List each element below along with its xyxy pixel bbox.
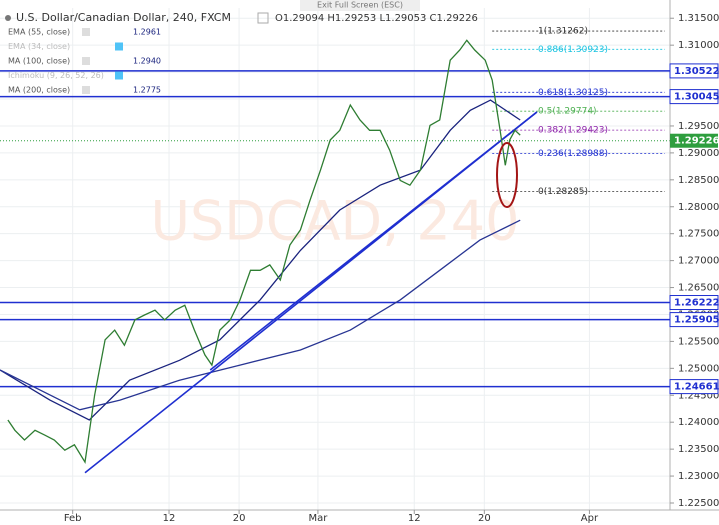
fib-label: 0.886(1.30923): [538, 45, 608, 55]
watermark: USDCAD, 240: [150, 190, 519, 253]
x-tick-label: Mar: [308, 513, 328, 524]
grid: [0, 8, 670, 510]
level-tag: [669, 379, 719, 395]
y-tick-label: 1.27500: [678, 229, 719, 240]
symbol-title: U.S. Dollar/Canadian Dollar, 240, FXCM: [16, 11, 231, 24]
x-tick-label: Feb: [64, 513, 82, 524]
symbol-dot: [5, 15, 11, 21]
legend-value: 1.2961: [133, 28, 161, 37]
fib-label: 0(1.28285): [538, 187, 588, 197]
level-tag: [669, 295, 719, 311]
fib-label: 0.5(1.29774): [538, 107, 597, 117]
moving-average: [0, 219, 521, 411]
level-tag: [669, 312, 719, 328]
x-tick-label: 20: [478, 513, 491, 524]
header: U.S. Dollar/Canadian Dollar, 240, FXCM O…: [5, 11, 478, 24]
fib-label: 1(1.31262): [538, 27, 588, 37]
moving-average: [0, 99, 521, 421]
level-tag-label: 1.30045: [674, 92, 719, 103]
level-tag-label: 1.30522: [674, 66, 719, 77]
last-price-tag: [670, 133, 718, 148]
legend-value: 1.2940: [133, 57, 161, 66]
y-tick-label: 1.23000: [678, 471, 719, 482]
legend-name: MA (200, close): [8, 86, 70, 95]
legend-icon[interactable]: [82, 57, 90, 65]
fullscreen-text[interactable]: Exit Full Screen (ESC): [317, 1, 403, 10]
legend-icon[interactable]: [115, 42, 123, 51]
y-tick-label: 1.31500: [678, 13, 719, 24]
y-tick-label: 1.29500: [678, 121, 719, 132]
price-line: [7, 39, 521, 464]
y-tick-label: 1.23500: [678, 444, 719, 455]
legend-name: MA (100, close): [8, 57, 70, 66]
level-tag-label: 1.26222: [674, 298, 719, 309]
last-price-label: 1.29226: [674, 136, 719, 147]
icon[interactable]: [257, 12, 269, 24]
x-tick-label: 12: [408, 513, 421, 524]
level-tag-label: 1.24661: [674, 382, 719, 393]
legend-name: Ichimoku (9, 26, 52, 26): [8, 71, 104, 80]
level-tag: [669, 63, 719, 79]
legend-name: EMA (34, close): [8, 42, 70, 51]
legend-value: 1.2775: [133, 86, 161, 95]
fib-label: 0.236(1.28988): [538, 149, 608, 159]
legend-icon[interactable]: [82, 28, 90, 36]
y-tick-label: 1.28500: [678, 175, 719, 186]
level-tag-label: 1.25905: [674, 315, 719, 326]
fullscreen-bar[interactable]: [300, 0, 420, 11]
y-tick-label: 1.28000: [678, 202, 719, 213]
y-tick-label: 1.29000: [678, 148, 719, 159]
legend-name: EMA (55, close): [8, 28, 70, 37]
y-tick-label: 1.22500: [678, 498, 719, 509]
y-tick-label: 1.25500: [678, 336, 719, 347]
legend-icon[interactable]: [82, 86, 90, 94]
trendline: [209, 111, 538, 371]
y-tick-label: 1.24000: [678, 417, 719, 428]
plot: 1(1.31262) 0.886(1.30923) 0.618(1.30125) 0.…: [0, 27, 670, 474]
legend: EMA (55, close) 1.2961 EMA (34, close) MA (…: [8, 28, 161, 95]
y-tick-label: 1.24500: [678, 390, 719, 401]
legend-icon[interactable]: [115, 71, 123, 80]
x-tick-label: Apr: [581, 513, 599, 524]
x-tick-label: 12: [163, 513, 176, 524]
y-tick-label: 1.25000: [678, 363, 719, 374]
fib-label: 0.618(1.30125): [538, 88, 608, 98]
x-tick-label: 20: [233, 513, 246, 524]
level-tag: [669, 89, 719, 105]
y-tick-label: 1.31000: [678, 40, 719, 51]
ohlc: O1.29094 H1.29253 L1.29053 C1.29226: [275, 13, 478, 24]
fib-label: 0.382(1.29423): [538, 126, 608, 136]
y-tick-label: 1.27000: [678, 256, 719, 267]
highlight-ellipse: [496, 142, 518, 208]
y-tick-label: 1.26500: [678, 283, 719, 294]
